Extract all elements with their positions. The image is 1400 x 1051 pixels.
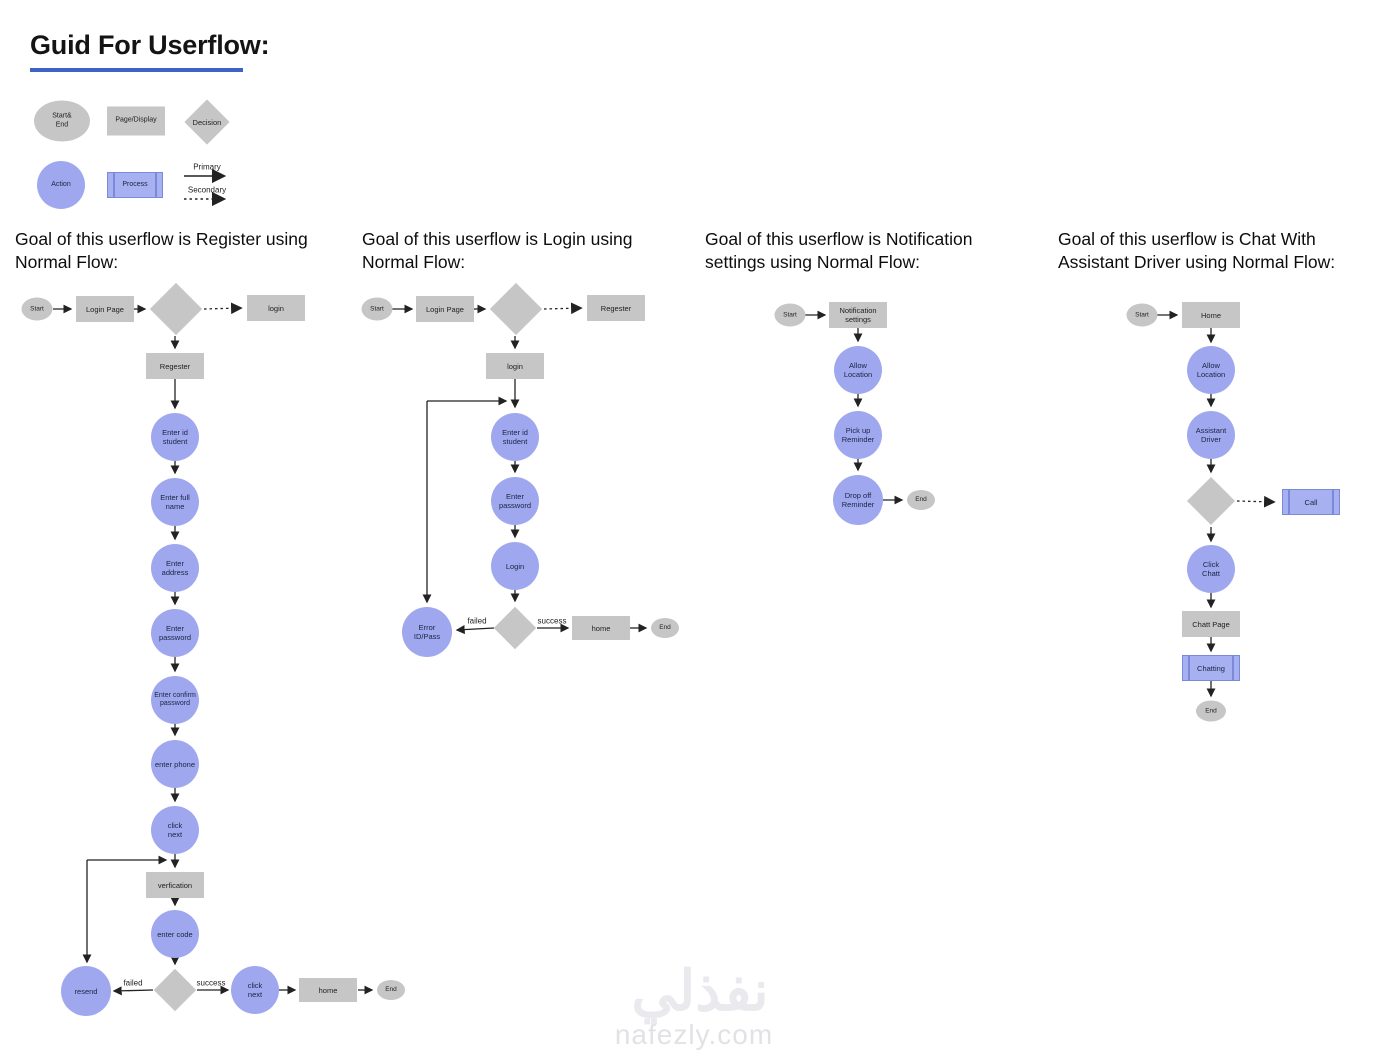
node-chat-assistant-driver: Assistant Driver [1187,411,1235,459]
node-login-login-action: Login [491,542,539,590]
node-chat-allow-location: Allow Location [1187,346,1235,394]
node-register-enter-full-name: Enter full name [151,478,199,526]
page-title: Guid For Userflow: [30,30,270,60]
legend-start-end-shape: Start& End [34,100,90,142]
watermark-arabic: نفذلي [631,959,769,1022]
node-chat-start: Start [1126,303,1158,327]
node-register-enter-address: Enter address [151,544,199,592]
node-chat-chatting: Chatting [1182,655,1240,681]
flow-title-notification: Goal of this userflow is Notification se… [705,229,973,272]
edge-label-login-success: success [537,616,567,626]
node-login-end: End [651,618,679,638]
flow-title-chat: Goal of this userflow is Chat With Assis… [1058,229,1336,272]
node-register-verfication: verfication [146,872,204,898]
node-login-error: Error ID/Pass [402,607,452,657]
node-register-enter-id: Enter id student [151,413,199,461]
legend-process-shape: Process [107,172,163,198]
node-chat-end: End [1196,700,1226,722]
node-notification-end: End [907,490,935,510]
node-login-start: Start [361,297,393,321]
node-register-login-alt: login [247,295,305,321]
node-notification-settings: Notification settings [829,302,887,328]
node-login-regester: Regester [587,295,645,321]
legend-secondary-label: Secondary [187,185,227,195]
node-login-login-btn: login [486,353,544,379]
node-login-login-page: Login Page [416,296,474,322]
node-register-enter-phone: enter phone [151,740,199,788]
node-chat-chatt-page: Chatt Page [1182,611,1240,637]
node-chat-click-chatt: Click Chatt [1187,545,1235,593]
title-underline [30,68,243,72]
legend-primary-label: Primary [193,162,221,172]
edge-label-login-failed: failed [467,616,487,626]
legend-decision-label: Decision [192,117,222,127]
node-register-resend: resend [61,966,111,1016]
legend-action-shape: Action [37,161,85,209]
node-login-enter-id: Enter id student [491,413,539,461]
flow-title-register: Goal of this userflow is Register using … [15,229,308,272]
node-register-enter-confirm: Enter confirm password [151,676,199,724]
node-register-login-page: Login Page [76,296,134,322]
node-register-enter-password: Enter password [151,609,199,657]
edge-label-register-failed: failed [123,978,143,988]
node-register-click-next-1: click next [151,806,199,854]
node-register-regester: Regester [146,353,204,379]
edge-label-register-success: success [196,978,226,988]
node-chat-call: Call [1282,489,1340,515]
node-notification-pickup-reminder: Pick up Reminder [834,411,882,459]
flow-title-login: Goal of this userflow is Login using Nor… [362,229,633,272]
node-login-enter-password: Enter password [491,477,539,525]
node-notification-start: Start [774,303,806,327]
legend-page-display-shape: Page/Display [107,106,165,136]
node-notification-allow-location: Allow Location [834,346,882,394]
watermark-domain: nafezly.com [614,1019,774,1050]
node-register-enter-code: enter code [151,910,199,958]
node-register-end: End [377,980,405,1000]
node-register-start: Start [21,297,53,321]
node-register-click-next-2: click next [231,966,279,1014]
node-login-home: home [572,616,630,640]
node-register-home: home [299,978,357,1002]
node-chat-home: Home [1182,302,1240,328]
node-notification-dropoff-reminder: Drop off Reminder [833,475,883,525]
